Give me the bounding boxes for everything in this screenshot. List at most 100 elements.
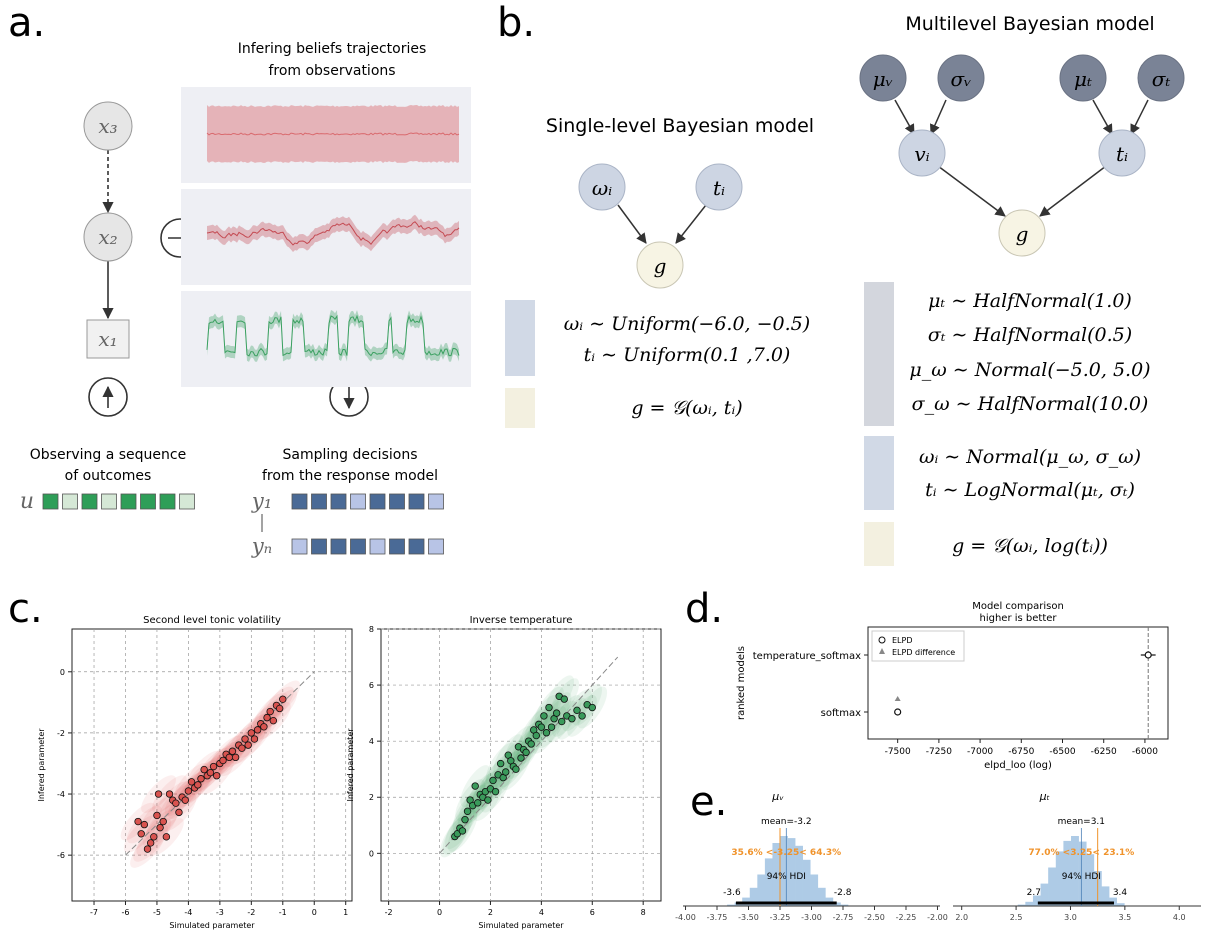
y-tick-label: 4 bbox=[369, 737, 374, 746]
data-point bbox=[228, 747, 237, 755]
data-point bbox=[263, 713, 271, 722]
x-tick-label: -3 bbox=[216, 908, 224, 917]
edge-sigmat-t bbox=[1130, 99, 1149, 135]
sequence-square bbox=[408, 538, 425, 555]
panel-b: b. Single-level Bayesian model Multileve… bbox=[497, 0, 1185, 566]
x-tick-label: -6500 bbox=[1049, 747, 1075, 757]
data-point bbox=[512, 765, 520, 773]
sequence-square bbox=[140, 493, 156, 510]
node-x3-label: x₃ bbox=[98, 114, 117, 138]
data-point bbox=[522, 748, 530, 757]
data-point bbox=[461, 815, 469, 824]
data-point bbox=[537, 723, 546, 731]
data-point bbox=[540, 712, 548, 720]
chart-posterior-mu-t: 2.0 2.5 3.0 3.5 4.0 μₜ mean=3.1 77.0% <3.25< 23… bbox=[953, 790, 1201, 922]
data-point bbox=[153, 811, 161, 820]
chart-temperature-recovery: -2 0 2 4 6 8 0 2 4 6 8 Inverse temperature Simulated… bbox=[346, 615, 662, 930]
histogram-bar bbox=[832, 902, 841, 906]
sequence-square bbox=[291, 538, 308, 555]
data-point bbox=[532, 731, 540, 740]
histogram-bar bbox=[810, 874, 819, 906]
histogram-bar bbox=[780, 836, 788, 906]
trajectory-x2-plot bbox=[206, 214, 460, 252]
data-point bbox=[241, 735, 249, 743]
data-point bbox=[489, 776, 497, 785]
hyperprior-color-swatch bbox=[864, 282, 894, 426]
sequence-square bbox=[179, 493, 195, 510]
y1-label: y₁ bbox=[251, 489, 272, 513]
node-omega bbox=[578, 163, 626, 211]
histogram-bar bbox=[1025, 901, 1034, 906]
x-tick-label: 0 bbox=[437, 908, 442, 917]
x-tick-label: -4.00 bbox=[675, 913, 696, 922]
x-tick-label: 3.5 bbox=[1118, 913, 1131, 922]
data-point bbox=[140, 820, 149, 829]
x-tick-label: -3.75 bbox=[707, 913, 728, 922]
histogram-bar bbox=[802, 859, 811, 906]
node-mu-t bbox=[1059, 54, 1107, 102]
x-tick-label: 2.5 bbox=[1010, 913, 1023, 922]
histogram-bar bbox=[1055, 851, 1064, 906]
multi-eq-sigma-t: σₜ ∼ HalfNormal(0.5) bbox=[928, 324, 1132, 346]
single-eq-omega: ωᵢ ∼ Uniform(−6.0, −0.5) bbox=[564, 313, 810, 335]
node-sigma-t bbox=[1137, 54, 1185, 102]
histogram-bar bbox=[772, 843, 781, 906]
y-tick-label: 2 bbox=[369, 793, 374, 802]
data-point bbox=[238, 744, 246, 752]
panel-letter-b: b. bbox=[497, 0, 535, 46]
mean-label: mean=-3.2 bbox=[761, 817, 812, 827]
hdi-label: 94% HDI bbox=[1062, 872, 1101, 882]
reference-value-label: 77.0% <3.25< 23.1% bbox=[1028, 848, 1134, 858]
y-axis-label: ranked models bbox=[736, 646, 747, 720]
node-x1-label: x₁ bbox=[98, 327, 117, 351]
chart-title: Inverse temperature bbox=[470, 615, 573, 626]
data-point bbox=[552, 709, 561, 717]
sequence-square bbox=[389, 493, 405, 510]
data-point bbox=[247, 729, 256, 737]
edge-mut-t bbox=[1092, 99, 1113, 135]
x-axis-label: Simulated parameter bbox=[169, 921, 255, 930]
node-t-multi bbox=[1098, 129, 1146, 177]
node-g-single-label: g bbox=[654, 254, 667, 278]
sequence-square bbox=[428, 493, 444, 510]
outcome-sequence-u bbox=[42, 493, 195, 510]
data-point bbox=[181, 796, 189, 804]
data-point bbox=[213, 771, 221, 780]
sequence-square bbox=[330, 538, 347, 555]
node-x1 bbox=[86, 319, 130, 359]
data-point bbox=[560, 695, 568, 703]
histogram-bar bbox=[1071, 836, 1079, 906]
trajectory-x3-plot bbox=[206, 105, 460, 163]
histogram-bar bbox=[764, 858, 773, 906]
plot-area bbox=[380, 628, 662, 902]
sequence-square bbox=[330, 493, 347, 510]
data-point bbox=[206, 768, 215, 777]
x-tick-label: 2.0 bbox=[955, 913, 968, 922]
node-mu-v bbox=[859, 54, 907, 102]
multilevel-title: Multilevel Bayesian model bbox=[905, 13, 1154, 35]
data-point bbox=[219, 756, 227, 765]
legend-difference-label: ELPD difference bbox=[892, 648, 955, 657]
x-tick-label: -6000 bbox=[1132, 747, 1158, 757]
x-tick-label: -2 bbox=[385, 908, 393, 917]
x-tick-label: -2.75 bbox=[833, 913, 854, 922]
histogram-bar bbox=[1116, 903, 1125, 906]
data-point bbox=[542, 729, 551, 737]
data-point bbox=[558, 717, 566, 726]
prior-multi-color-swatch bbox=[864, 436, 894, 510]
sequence-square bbox=[311, 538, 327, 555]
legend-difference-swatch bbox=[879, 648, 885, 654]
yn-label: yₙ bbox=[251, 534, 272, 558]
x-tick-label: -3.25 bbox=[770, 913, 791, 922]
sequence-square bbox=[369, 493, 386, 510]
edge-sigmav-v bbox=[930, 99, 947, 135]
data-point bbox=[275, 704, 284, 713]
data-point bbox=[474, 799, 482, 807]
x-tick-label: -7500 bbox=[885, 747, 911, 757]
histogram-bar bbox=[1040, 883, 1049, 906]
x-tick-label: -4 bbox=[184, 908, 192, 917]
multi-eq-sigma-omega: σ_ω ∼ HalfNormal(10.0) bbox=[912, 393, 1149, 415]
mean-label: mean=3.1 bbox=[1058, 817, 1105, 827]
trajectory-x1-plot bbox=[206, 310, 460, 362]
